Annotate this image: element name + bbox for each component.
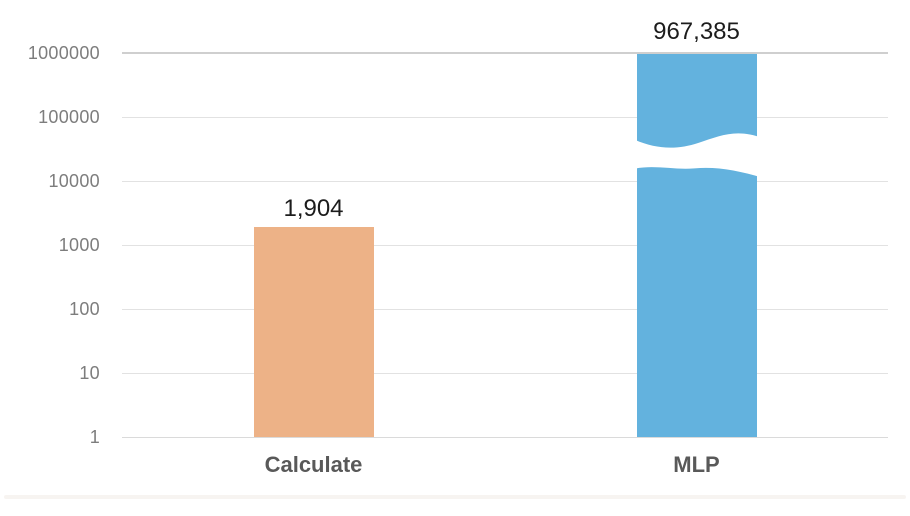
bar-calculate <box>253 227 374 437</box>
bar-value-label: 1,904 <box>283 195 344 223</box>
y-tick-label: 1000000 <box>27 43 100 63</box>
bottom-divider <box>4 495 906 499</box>
y-tick-label: 100 <box>69 299 100 319</box>
category-label: Calculate <box>264 452 363 477</box>
y-tick-label: 10 <box>79 363 100 383</box>
gridline <box>122 309 888 310</box>
gridline <box>122 245 888 246</box>
gridline <box>122 373 888 374</box>
y-tick-label: 10000 <box>48 171 100 191</box>
bar-value-label: 967,385 <box>653 17 740 45</box>
category-label: MLP <box>673 452 720 477</box>
gridline <box>122 181 888 182</box>
bar-mlp <box>636 53 757 437</box>
gridline <box>122 437 888 438</box>
y-tick-label: 100000 <box>38 107 100 127</box>
gridline <box>122 52 888 54</box>
gridline <box>122 117 888 118</box>
y-tick-label: 1000 <box>58 235 100 255</box>
y-tick-label: 1 <box>89 427 100 447</box>
